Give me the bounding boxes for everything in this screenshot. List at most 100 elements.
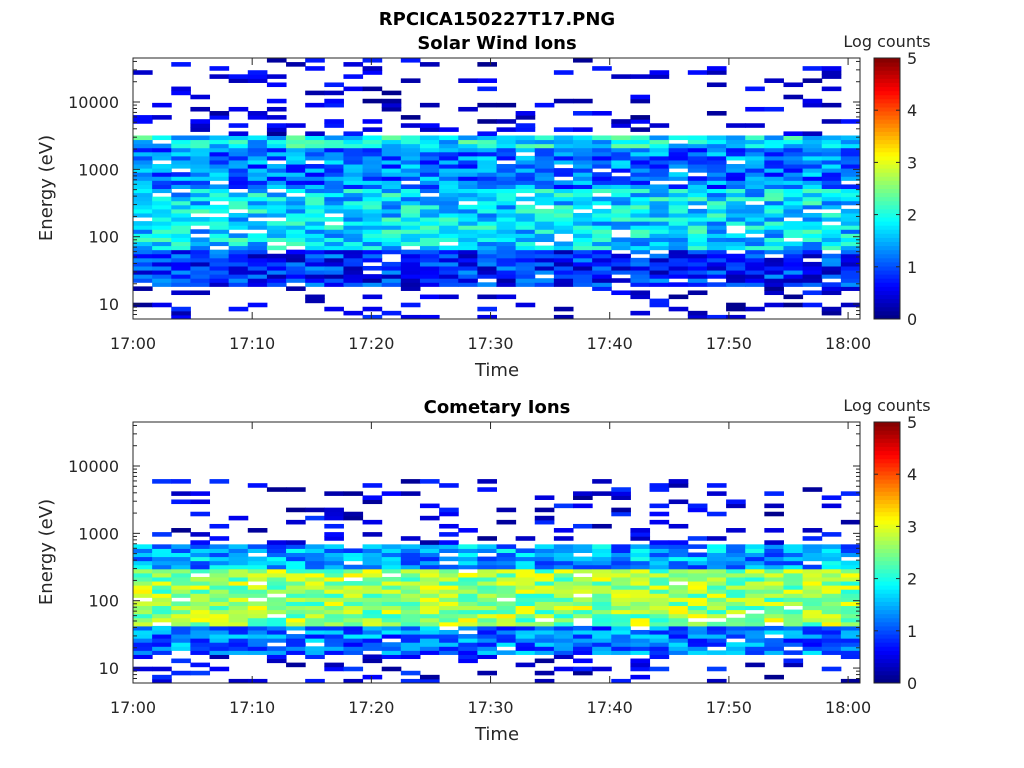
heatmap-cell	[400, 184, 421, 189]
heatmap-cell	[209, 523, 230, 529]
heatmap-cell	[802, 249, 823, 255]
colorbar-swatch	[874, 217, 900, 222]
heatmap-cell	[305, 225, 325, 230]
heatmap-cell	[726, 196, 746, 202]
heatmap-cell	[228, 143, 249, 149]
heatmap-cell	[266, 82, 287, 88]
x-tick-label: 17:50	[706, 334, 752, 353]
heatmap-cell	[726, 172, 746, 177]
heatmap-cell	[840, 560, 861, 566]
heatmap-cell	[726, 143, 746, 149]
heatmap-cell	[764, 261, 784, 267]
heatmap-cell	[553, 617, 574, 623]
heatmap-cell	[305, 597, 325, 602]
heatmap-cell	[840, 188, 861, 194]
heatmap-cell	[228, 192, 249, 198]
heatmap-cell	[706, 548, 727, 553]
colorbar-tick-label: 5	[907, 413, 917, 432]
heatmap-cell	[439, 532, 459, 537]
heatmap-cell	[706, 172, 727, 177]
heatmap-cell	[305, 548, 325, 553]
heatmap-cell	[515, 605, 536, 611]
heatmap-cell	[706, 225, 727, 230]
heatmap-cell	[706, 666, 727, 672]
heatmap-cell	[573, 192, 593, 198]
heatmap-cell	[171, 556, 191, 562]
heatmap-cell	[534, 159, 555, 165]
heatmap-cell	[286, 625, 306, 631]
heatmap-cell	[305, 576, 325, 582]
heatmap-cell	[496, 634, 517, 639]
heatmap-cell	[266, 654, 287, 660]
heatmap-cell	[228, 74, 249, 79]
heatmap	[133, 58, 861, 320]
heatmap-cell	[553, 229, 574, 234]
heatmap-cell	[171, 225, 191, 230]
heatmap-cell	[362, 155, 383, 161]
heatmap-cell	[305, 257, 325, 263]
heatmap-cell	[400, 302, 421, 308]
heatmap-cell	[477, 650, 497, 655]
heatmap-cell	[477, 625, 497, 631]
heatmap-cell	[687, 196, 708, 202]
heatmap-cell	[324, 629, 344, 635]
heatmap-cell	[783, 184, 804, 189]
heatmap-cell	[515, 568, 536, 574]
heatmap-cell	[821, 212, 842, 218]
heatmap-cell	[726, 617, 746, 623]
heatmap-cell	[726, 245, 746, 251]
heatmap-cell	[496, 164, 517, 169]
heatmap-cell	[133, 585, 153, 590]
heatmap-cell	[706, 634, 727, 639]
heatmap-cell	[477, 172, 497, 177]
heatmap-cell	[745, 638, 765, 643]
heatmap-cell	[190, 576, 211, 582]
heatmap-cell	[286, 237, 306, 243]
heatmap-cell	[247, 261, 268, 267]
heatmap-cell	[573, 139, 593, 145]
heatmap-cell	[477, 274, 497, 279]
heatmap-cell	[286, 556, 306, 562]
heatmap-cell	[783, 188, 804, 194]
heatmap-cell	[534, 609, 555, 615]
heatmap-cell	[190, 274, 211, 279]
heatmap-cell	[343, 147, 364, 153]
colorbar-swatch	[874, 115, 900, 120]
heatmap-cell	[840, 225, 861, 230]
heatmap-cell	[553, 168, 574, 173]
heatmap-cell	[534, 233, 555, 238]
heatmap-cell	[362, 581, 383, 586]
heatmap-cell	[362, 568, 383, 574]
heatmap-cell	[133, 151, 153, 157]
heatmap-cell	[534, 196, 555, 202]
heatmap-cell	[515, 147, 536, 153]
heatmap-cell	[152, 212, 172, 218]
heatmap-cell	[630, 139, 651, 145]
heatmap-cell	[133, 261, 153, 267]
heatmap-cell	[133, 581, 153, 586]
heatmap-cell	[573, 544, 593, 549]
heatmap-cell	[247, 528, 268, 533]
heatmap-cell	[649, 609, 670, 615]
heatmap-cell	[228, 217, 249, 222]
heatmap-cell	[592, 601, 612, 607]
heatmap-cell	[209, 217, 230, 222]
heatmap-cell	[687, 233, 708, 238]
heatmap-cell	[152, 609, 172, 615]
heatmap-cell	[324, 147, 344, 153]
heatmap-cell	[133, 221, 153, 226]
heatmap-cell	[649, 212, 670, 218]
heatmap-cell	[611, 123, 631, 128]
heatmap-cell	[190, 261, 211, 267]
heatmap-cell	[439, 613, 459, 619]
heatmap-cell	[515, 282, 536, 287]
heatmap-cell	[477, 225, 497, 230]
heatmap-cell	[439, 576, 459, 582]
heatmap-cell	[821, 253, 842, 259]
heatmap-cell	[190, 499, 211, 505]
heatmap-cell	[821, 143, 842, 149]
heatmap-cell	[630, 568, 651, 574]
heatmap-cell	[649, 503, 670, 509]
heatmap-cell	[171, 625, 191, 631]
heatmap-cell	[764, 674, 784, 680]
